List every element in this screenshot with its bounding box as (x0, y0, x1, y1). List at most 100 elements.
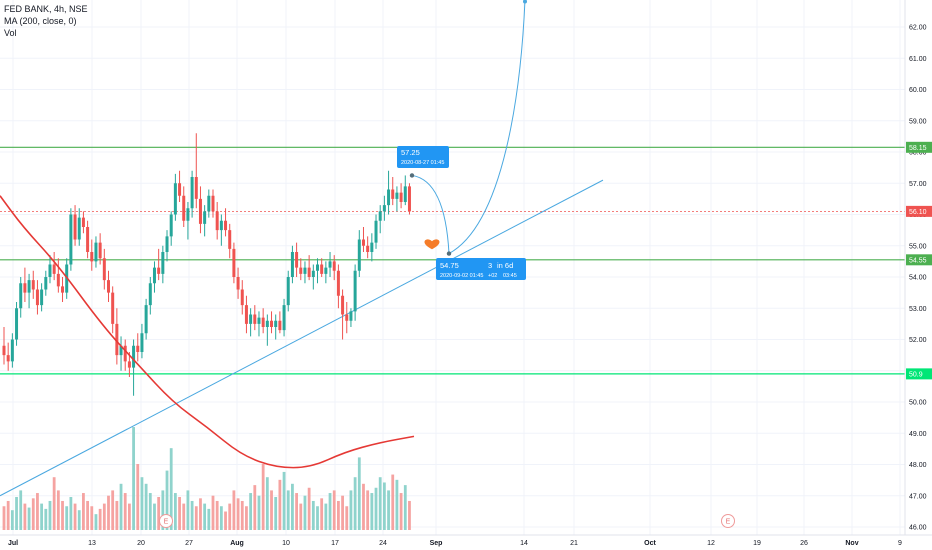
volume-bar (382, 482, 386, 530)
volume-bar (265, 477, 269, 530)
volume-bar (153, 503, 156, 530)
low-label-box[interactable] (436, 258, 526, 280)
candle-body (152, 267, 156, 284)
low-label-clock: 03:45 (503, 273, 517, 279)
candle-body (178, 183, 182, 196)
chart-legend: FED BANK, 4h, NSE MA (200, close, 0) Vol (4, 3, 88, 39)
volume-bar (253, 485, 257, 530)
price-level-tag[interactable] (906, 141, 932, 153)
volume-indicator-label[interactable]: Vol (4, 28, 17, 38)
high-label-box[interactable] (397, 146, 449, 168)
price-tick-label[interactable]: 59.00 (909, 118, 927, 125)
volume-bar (249, 493, 253, 530)
price-level-tag-text: 50.9 (909, 371, 923, 378)
candle-body (290, 252, 294, 277)
price-tick-label[interactable]: 54.00 (909, 275, 927, 282)
time-tick-label[interactable]: Aug (230, 540, 244, 547)
low-label-duration: in 6d (497, 261, 513, 270)
trend-lines[interactable] (0, 179, 604, 497)
price-tick-label[interactable]: 47.00 (909, 493, 927, 500)
price-tick-label[interactable]: 49.00 (909, 431, 927, 438)
heart-sticker-icon[interactable] (424, 239, 440, 250)
price-tick-label[interactable]: 61.00 (909, 56, 927, 63)
candle-body (6, 355, 10, 362)
time-tick-label[interactable]: 17 (331, 540, 339, 547)
price-level-tag-text: 58.15 (909, 145, 927, 152)
candle-body (69, 214, 73, 265)
candle-body (56, 273, 60, 287)
trend-line[interactable] (0, 179, 604, 497)
candle-body (387, 189, 391, 206)
projection-point-end[interactable] (523, 0, 527, 4)
price-tick-label[interactable]: 48.00 (909, 462, 927, 469)
volume-bar (194, 506, 198, 530)
candle-body (270, 320, 274, 327)
time-tick-label[interactable]: 9 (898, 540, 902, 547)
volume-bar (349, 490, 353, 530)
price-tick-label[interactable]: 60.00 (909, 87, 927, 94)
price-tick-label[interactable]: 55.00 (909, 243, 927, 250)
price-tick-label[interactable]: 53.00 (909, 306, 927, 313)
earnings-marker-icon[interactable] (159, 514, 173, 528)
annotations[interactable]: 57.25 2020-08-27 01:45 54.75 3 in 6d 2020-09-… (159, 0, 735, 528)
volume-bar (31, 498, 35, 530)
time-tick-label[interactable]: 12 (707, 540, 715, 547)
projection-point-low[interactable] (446, 251, 452, 256)
candle-body (2, 345, 6, 356)
ma-indicator-label[interactable]: MA (200, close, 0) (4, 16, 77, 26)
price-tick-label[interactable]: 57.00 (909, 181, 927, 188)
candle-body (107, 280, 110, 293)
candle-body (161, 252, 165, 274)
projection-path-up[interactable] (448, 0, 526, 255)
candle-body (320, 264, 324, 274)
time-tick-label[interactable]: Jul (8, 540, 18, 547)
price-tick-label[interactable]: 52.00 (909, 337, 927, 344)
price-tick-label[interactable]: 46.00 (909, 525, 927, 532)
time-tick-label[interactable]: 26 (800, 540, 808, 547)
price-level-tag[interactable] (906, 205, 932, 217)
price-tick-label[interactable]: 50.00 (909, 400, 927, 407)
candle-body (349, 311, 353, 321)
candle-body (224, 220, 228, 231)
earnings-marker-letter: E (726, 519, 731, 526)
candle-body (257, 317, 261, 324)
time-tick-label[interactable]: Sep (430, 540, 443, 547)
symbol-title[interactable]: FED BANK, 4h, NSE (4, 4, 88, 14)
candle-body (186, 208, 190, 221)
volume-bar (157, 497, 161, 530)
candle-body (341, 295, 345, 315)
volume-bar (286, 490, 290, 530)
time-tick-label[interactable]: Nov (845, 540, 858, 547)
volume-bar (48, 500, 52, 530)
time-tick-label[interactable]: 27 (185, 540, 193, 547)
time-tick-label[interactable]: 21 (570, 540, 578, 547)
price-level-tag[interactable] (906, 254, 932, 266)
price-tick-label[interactable]: 58.00 (909, 150, 927, 157)
candle-body (157, 267, 161, 274)
volume-bar (136, 464, 140, 530)
time-tick-label[interactable]: Oct (644, 540, 656, 547)
candle-body (182, 195, 186, 221)
candle-body (219, 220, 223, 231)
time-tick-label[interactable]: 19 (753, 540, 761, 547)
volume-bar (86, 500, 89, 530)
time-tick-label[interactable]: 10 (282, 540, 290, 547)
time-tick-label[interactable]: 24 (379, 540, 387, 547)
price-level-tag[interactable] (906, 368, 932, 380)
price-tick-label[interactable]: 62.00 (909, 25, 927, 32)
projection-path-down[interactable] (411, 174, 450, 254)
candle-body (378, 211, 382, 221)
volume-bar (69, 497, 73, 530)
time-tick-label[interactable]: 13 (88, 540, 96, 547)
candle-body (48, 264, 52, 277)
candle-body (370, 242, 374, 252)
earnings-marker-icon[interactable] (721, 514, 735, 528)
candle-body (332, 261, 336, 271)
projection-point-high[interactable] (409, 173, 415, 178)
time-tick-label[interactable]: 14 (520, 540, 528, 547)
volume-bar (6, 500, 10, 530)
time-tick-label[interactable]: 20 (137, 540, 145, 547)
volume-bar (387, 490, 390, 530)
